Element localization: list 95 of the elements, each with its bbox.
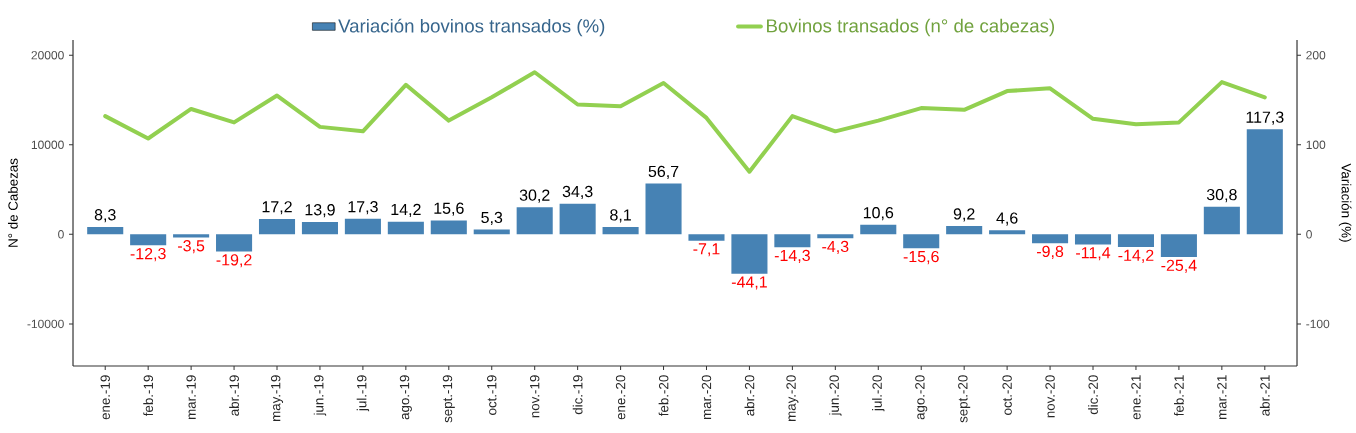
bar — [817, 234, 854, 239]
x-tick-label: sept.-20 — [958, 375, 971, 423]
data-label: -3,5 — [178, 240, 205, 254]
data-label: 13,9 — [305, 204, 335, 218]
data-label: 4,6 — [996, 212, 1018, 226]
x-tick-label: dic.-20 — [1088, 375, 1098, 415]
bar — [989, 230, 1026, 235]
y-tick-label: 20000 — [31, 50, 64, 60]
x-tick-label: oct.-20 — [1002, 375, 1012, 415]
bar — [1117, 234, 1154, 248]
data-label: 14,2 — [391, 203, 421, 218]
bar — [344, 218, 381, 235]
data-label: 34,3 — [562, 185, 593, 200]
data-label: 5,3 — [481, 211, 503, 226]
data-label: 15,6 — [434, 202, 464, 216]
x-tick-label: may.-20 — [786, 375, 799, 422]
data-label: -11,4 — [1076, 247, 1111, 261]
data-label: 30,2 — [519, 189, 550, 203]
bar — [130, 234, 167, 246]
y-tick-label: 10000 — [31, 140, 64, 150]
y2-tick-label: 0 — [1306, 230, 1312, 239]
x-tick-label: jul.-20 — [872, 375, 885, 412]
x-tick-label: sept.-19 — [442, 375, 455, 423]
x-tick-label: jul.-19 — [356, 375, 370, 412]
x-tick-label: abr.-21 — [1259, 375, 1270, 416]
x-tick-label: may.-19 — [270, 375, 284, 422]
bar — [1160, 234, 1197, 258]
bar — [688, 234, 725, 241]
bar — [258, 218, 296, 235]
x-tick-label: feb.-19 — [143, 375, 154, 417]
data-label: 9,2 — [953, 208, 975, 222]
data-label: -14,3 — [774, 249, 810, 263]
bar — [946, 226, 983, 235]
x-tick-label: nov.-20 — [1045, 375, 1055, 418]
data-label: -44,1 — [731, 276, 767, 290]
data-label: 8,3 — [94, 209, 116, 223]
legend-label: Bovinos transados (n° de cabezas) — [767, 18, 1055, 37]
bar — [216, 234, 253, 252]
data-label: -4,3 — [822, 240, 849, 255]
data-label: -15,6 — [903, 250, 939, 265]
bar — [602, 227, 639, 235]
data-label: -14,2 — [1118, 249, 1154, 263]
bar — [387, 221, 424, 235]
x-tick-label: jun.-19 — [313, 375, 327, 416]
bar — [860, 224, 897, 235]
bar — [516, 207, 553, 235]
bar — [731, 234, 768, 274]
bar — [301, 221, 338, 235]
x-tick-label: feb.-21 — [1174, 375, 1184, 417]
bar — [87, 226, 124, 235]
data-label: 117,3 — [1246, 111, 1284, 125]
y2-axis-title: Variación (%) — [1338, 163, 1352, 242]
y2-tick-label: -100 — [1306, 319, 1330, 329]
x-tick-label: nov.-19 — [529, 375, 540, 418]
legend-label: Variación bovinos transados (%) — [338, 18, 605, 37]
x-tick-label: mar.-21 — [1217, 375, 1227, 420]
y-tick-label: 0 — [58, 230, 64, 239]
bar — [1203, 206, 1240, 235]
data-label: -12,3 — [130, 247, 166, 262]
y2-tick-label: 100 — [1306, 140, 1326, 150]
bar — [1074, 234, 1112, 245]
bar — [559, 203, 596, 235]
data-label: 17,2 — [262, 201, 292, 215]
x-tick-label: dic.-19 — [572, 375, 583, 415]
data-label: -7,1 — [693, 243, 720, 257]
data-label: 10,6 — [863, 207, 894, 221]
data-label: 56,7 — [648, 165, 679, 179]
bar — [430, 220, 467, 235]
y2-tick-label: 200 — [1306, 50, 1326, 60]
x-tick-label: ene.-21 — [1131, 375, 1141, 420]
data-label: 17,3 — [348, 201, 378, 215]
bar — [774, 234, 811, 248]
x-tick-label: ago.-19 — [399, 375, 412, 420]
x-tick-label: abr.-19 — [229, 375, 239, 416]
x-tick-label: ago.-20 — [915, 375, 928, 420]
x-tick-label: ene.-19 — [100, 375, 110, 420]
data-label: -25,4 — [1161, 259, 1197, 273]
x-tick-label: oct.-19 — [487, 375, 497, 415]
y-tick-label: -10000 — [27, 319, 64, 329]
bar — [173, 234, 210, 238]
data-label: -19,2 — [216, 254, 252, 268]
data-label: 8,1 — [610, 209, 631, 223]
x-tick-label: mar.-19 — [186, 375, 196, 420]
bar — [1246, 129, 1283, 235]
x-tick-label: abr.-20 — [744, 375, 755, 416]
x-tick-label: ene.-20 — [615, 375, 626, 420]
y-axis-title: N° de Cabezas — [7, 158, 18, 247]
bar — [903, 234, 940, 249]
bar — [645, 183, 682, 235]
bar — [1032, 234, 1069, 244]
x-tick-label: mar.-20 — [701, 375, 712, 420]
x-tick-label: jun.-20 — [829, 375, 842, 416]
x-tick-label: feb.-20 — [658, 375, 669, 417]
data-label: -9,8 — [1036, 245, 1064, 259]
data-label: 30,8 — [1206, 188, 1237, 203]
